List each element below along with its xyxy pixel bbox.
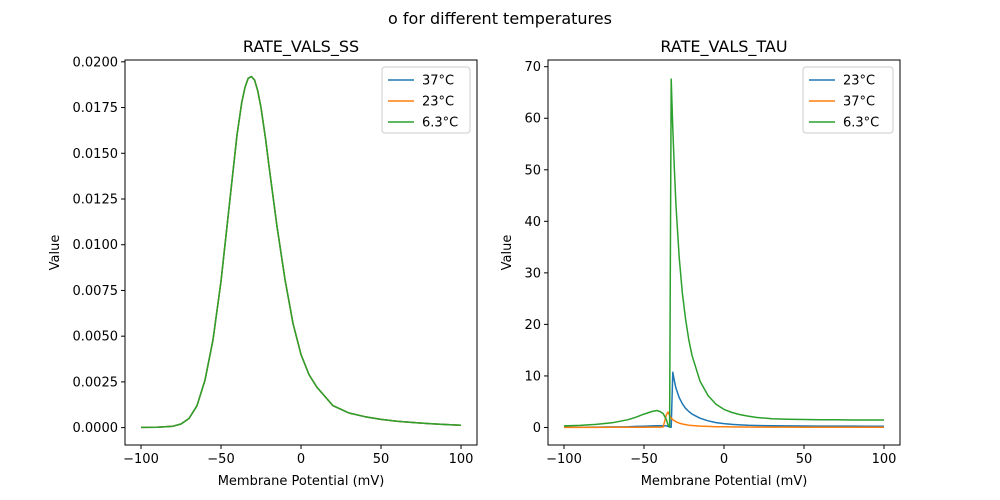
- x-tick-label: 100: [449, 452, 474, 467]
- x-tick-label: 0: [720, 452, 728, 467]
- subplot-title: RATE_VALS_TAU: [660, 37, 787, 57]
- figure-title: o for different temperatures: [388, 9, 612, 28]
- y-tick-label: 50: [524, 163, 541, 178]
- y-tick-label: 0.0100: [73, 238, 119, 253]
- series-line-23c: [564, 371, 884, 428]
- y-tick-label: 10: [524, 369, 541, 384]
- legend-entry-label: 37°C: [843, 95, 875, 110]
- plot-lines: [140, 75, 462, 429]
- y-tick-label: 30: [524, 266, 541, 281]
- y-tick-label: 20: [524, 318, 541, 333]
- y-tick-label: 0.0025: [73, 375, 119, 390]
- legend-entry-label: 6.3°C: [843, 116, 879, 131]
- legend: 23°C 37°C 6.3°C: [802, 66, 894, 134]
- y-tick-label: 0.0075: [73, 284, 119, 299]
- x-tick-label: 0: [297, 452, 305, 467]
- legend: 37°C 23°C 6.3°C: [381, 66, 471, 134]
- plot-lines: [563, 78, 884, 429]
- subplot-rate-vals-tau: RATE_VALS_TAU −100 −50 0 50 100 0 10 20 30 40 50 60 7…: [500, 37, 901, 489]
- x-tick-label: 50: [796, 452, 813, 467]
- legend-entry-label: 23°C: [843, 74, 875, 89]
- legend-frame: [802, 66, 894, 134]
- x-axis-label: Membrane Potential (mV): [641, 474, 808, 489]
- subplot-title: RATE_VALS_SS: [243, 37, 359, 57]
- y-tick-label: 60: [524, 112, 541, 127]
- x-tick-label: 50: [373, 452, 390, 467]
- x-tick-label: −50: [207, 452, 234, 467]
- y-tick-label: 70: [524, 60, 541, 75]
- legend-frame: [381, 66, 471, 134]
- x-axis-label: Membrane Potential (mV): [218, 474, 385, 489]
- series-line-37c: [564, 411, 884, 429]
- subplot-rate-vals-ss: RATE_VALS_SS −100 −50 0 50 100 0.0000 0.0025 0.0…: [48, 37, 478, 489]
- legend-entry-label: 37°C: [422, 74, 454, 89]
- y-tick-label: 0: [533, 421, 541, 436]
- y-axis-label: Value: [500, 235, 515, 271]
- legend-entry-label: 23°C: [422, 95, 454, 110]
- x-tick-label: 100: [872, 452, 897, 467]
- x-tick-label: −100: [123, 452, 159, 467]
- series-line-6.3c: [140, 75, 462, 429]
- y-tick-label: 40: [524, 215, 541, 230]
- legend-entry-label: 6.3°C: [422, 116, 458, 131]
- y-tick-label: 0.0050: [73, 330, 119, 345]
- x-tick-label: −100: [546, 452, 582, 467]
- y-tick-label: 0.0000: [73, 421, 119, 436]
- y-tick-label: 0.0125: [73, 193, 119, 208]
- y-tick-label: 0.0175: [73, 101, 119, 116]
- y-axis-label: Value: [48, 235, 63, 271]
- x-tick-label: −50: [630, 452, 657, 467]
- y-tick-label: 0.0200: [73, 55, 119, 70]
- series-line-6.3c: [563, 78, 884, 428]
- y-tick-label: 0.0150: [73, 147, 119, 162]
